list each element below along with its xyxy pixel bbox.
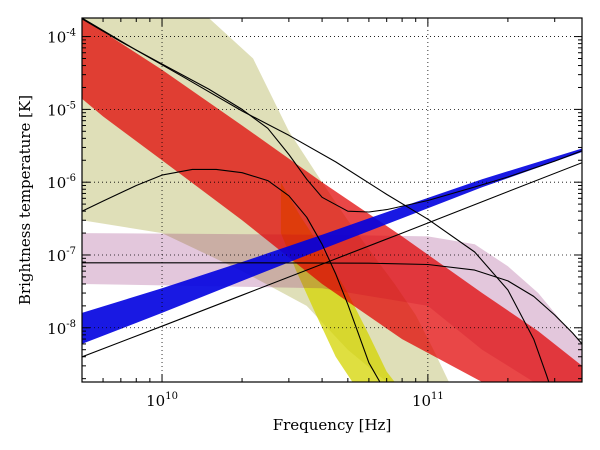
series-band-2: [82, 233, 582, 382]
y-tick-label-4: 10-8: [47, 319, 76, 338]
y-tick-label-2: 10-6: [47, 173, 76, 192]
y-tick-label-0: 10-4: [47, 28, 76, 47]
y-axis-label: Brightness temperature [K]: [16, 95, 34, 305]
series-lines: [82, 18, 582, 382]
gridlines: [82, 18, 582, 382]
y-tick-label-1: 10-5: [47, 100, 76, 119]
series-line-2: [82, 168, 381, 382]
series-line-3: [82, 262, 582, 345]
axis-tick-labels: 1010 1011 10-4 10-5 10-6 10-7 10-8: [47, 28, 444, 410]
plot-frame: [81, 17, 583, 383]
series-line-4: [82, 162, 582, 358]
y-tick-label-3: 10-7: [47, 246, 76, 265]
series-line-0: [82, 18, 582, 213]
axis-ticks: [81, 18, 582, 382]
x-axis-label: Frequency [Hz]: [273, 416, 392, 434]
series-band-4: [82, 148, 582, 344]
series-line-1: [82, 18, 550, 382]
x-tick-label-1: 1011: [412, 391, 444, 410]
x-tick-label-0: 1010: [146, 391, 178, 410]
